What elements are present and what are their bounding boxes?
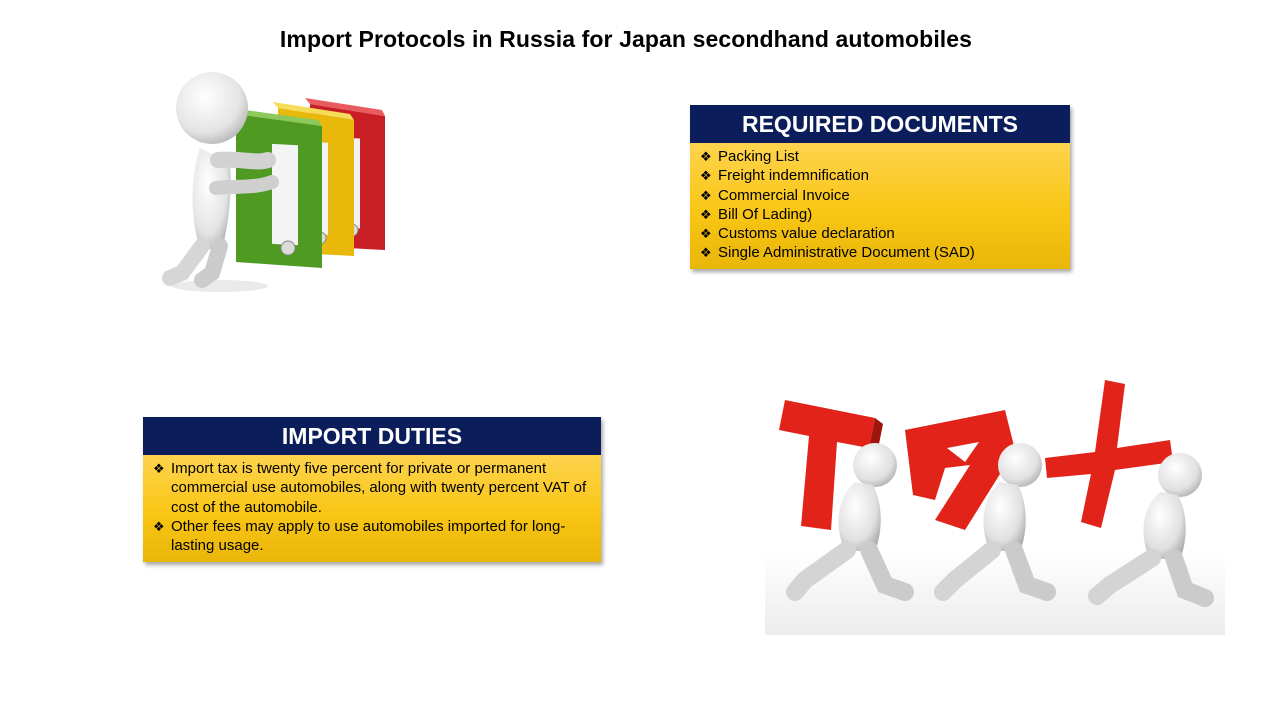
import-duties-box: IMPORT DUTIES ❖ Import tax is twenty five… <box>143 417 601 562</box>
list-item-text: Import tax is twenty five percent for pr… <box>171 460 587 516</box>
required-documents-heading: REQUIRED DOCUMENTS <box>690 105 1070 143</box>
bullet-icon: ❖ <box>153 461 165 476</box>
required-documents-box: REQUIRED DOCUMENTS ❖ Packing List ❖ Freigh… <box>690 105 1070 269</box>
list-item: ❖ Single Administrative Document (SAD) <box>700 243 1060 262</box>
import-duties-list-container: ❖ Import tax is twenty five percent for p… <box>143 455 601 562</box>
list-item: ❖ Import tax is twenty five percent for p… <box>153 459 591 517</box>
letter-a-shape <box>905 410 1015 530</box>
list-item-text: Customs value declaration <box>718 225 895 243</box>
list-item-text: Freight indemnification <box>718 167 869 185</box>
list-item-text: Bill Of Lading) <box>718 205 813 223</box>
folders-illustration <box>162 72 385 292</box>
tax-illustration <box>765 380 1225 635</box>
bullet-icon: ❖ <box>700 187 712 203</box>
bullet-icon: ❖ <box>700 149 712 164</box>
list-item-text: Packing List <box>718 148 799 165</box>
letter-x-shape <box>1045 380 1173 528</box>
required-documents-list: ❖ Packing List ❖ Freight indemnification ❖… <box>700 147 1060 263</box>
required-documents-list-container: ❖ Packing List ❖ Freight indemnification ❖… <box>690 143 1070 269</box>
list-item-text: Other fees may apply to use automobiles … <box>171 517 566 555</box>
bullet-icon: ❖ <box>700 245 712 261</box>
list-item: ❖ Bill Of Lading) <box>700 205 1060 224</box>
list-item-text: Commercial Invoice <box>718 186 850 204</box>
list-item: ❖ Freight indemnification <box>700 166 1060 185</box>
list-item-text: Single Administrative Document (SAD) <box>718 244 975 262</box>
list-item: ❖ Customs value declaration <box>700 224 1060 243</box>
import-duties-heading: IMPORT DUTIES <box>143 417 601 455</box>
list-item: ❖ Packing List <box>700 147 1060 166</box>
list-item: ❖ Commercial Invoice <box>700 186 1060 205</box>
page-title: Import Protocols in Russia for Japan sec… <box>279 26 973 52</box>
bullet-icon: ❖ <box>700 168 712 184</box>
bullet-icon: ❖ <box>700 206 712 222</box>
import-duties-list: ❖ Import tax is twenty five percent for p… <box>153 459 591 555</box>
bullet-icon: ❖ <box>153 518 165 534</box>
bullet-icon: ❖ <box>700 226 712 242</box>
list-item: ❖ Other fees may apply to use automobiles… <box>153 517 591 556</box>
